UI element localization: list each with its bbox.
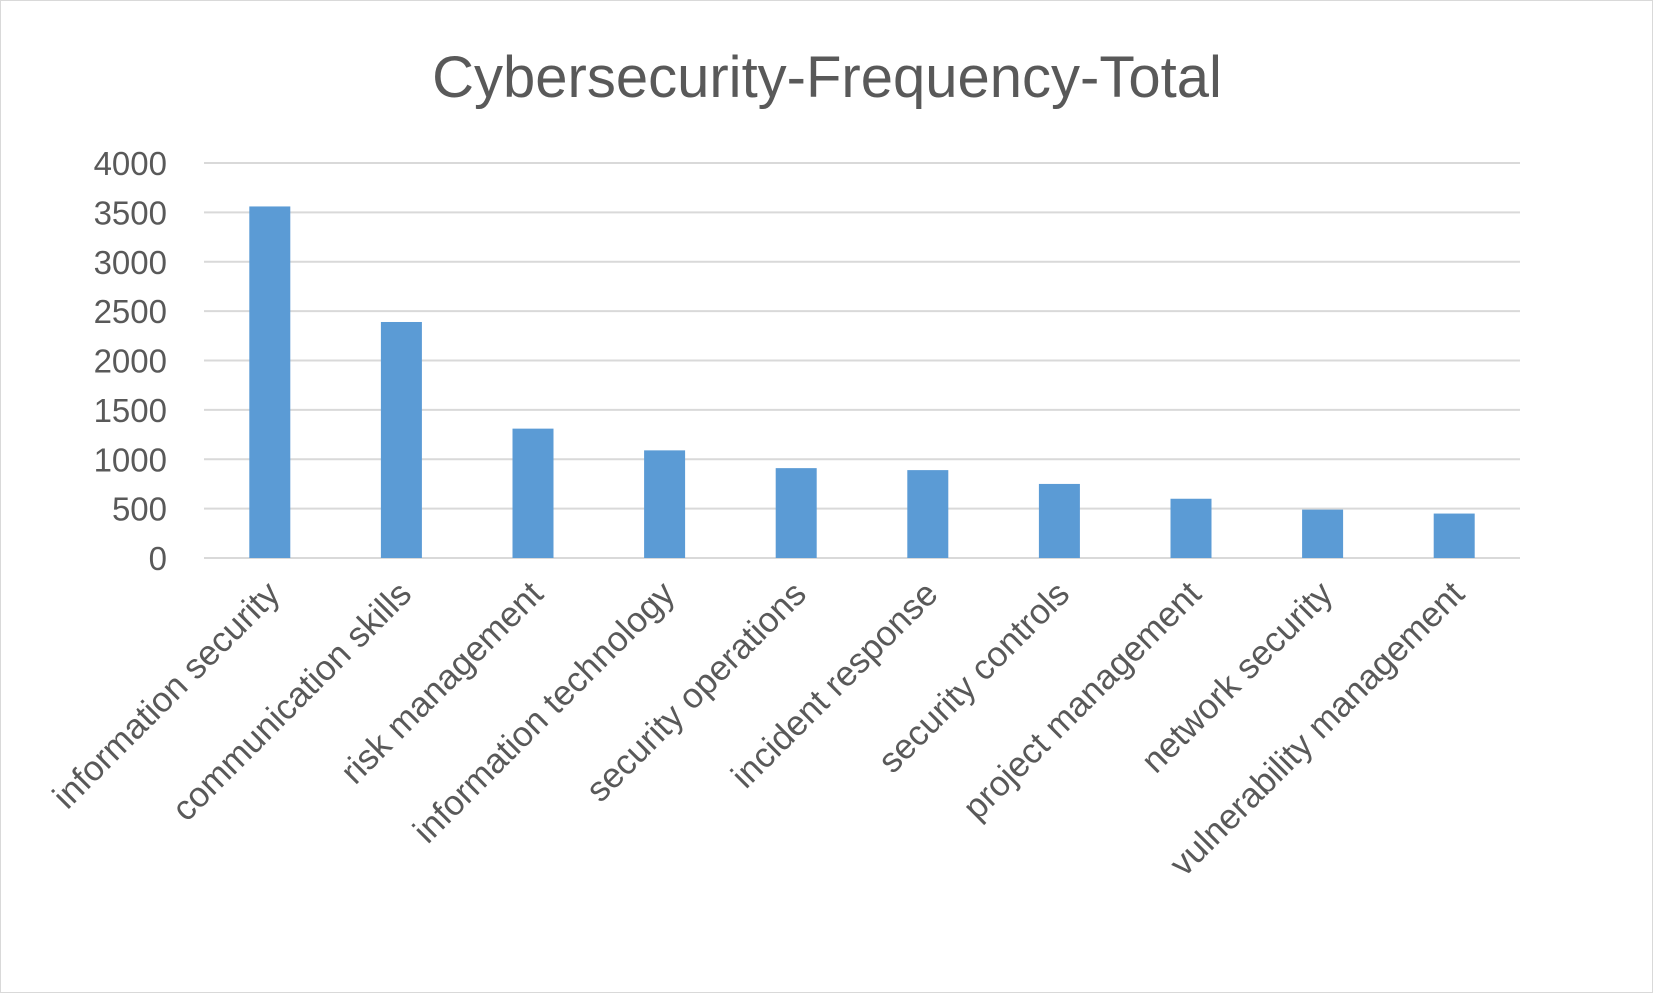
bar-network-security	[1302, 509, 1344, 558]
x-category-label: information technology	[406, 574, 683, 851]
bar-information-technology	[644, 450, 686, 558]
y-tick-label: 2500	[94, 293, 167, 330]
x-category-label: project management	[955, 574, 1208, 827]
gridlines	[204, 162, 1520, 559]
y-tick-label: 500	[112, 491, 167, 528]
x-category-label: communication skills	[165, 574, 420, 829]
bar-incident-response	[907, 470, 949, 558]
bar-risk-management	[512, 428, 554, 558]
bars	[249, 206, 1475, 558]
y-tick-label: 1000	[94, 441, 167, 478]
bar-security-controls	[1038, 483, 1080, 558]
bar-vulnerability-management	[1433, 513, 1475, 558]
x-category-label: security operations	[579, 574, 814, 809]
bar-security-operations	[775, 468, 817, 558]
y-tick-label: 3500	[94, 194, 167, 231]
y-tick-label: 1500	[94, 392, 167, 429]
y-axis-tick-labels: 0 500 1000 1500 2000 2500 3000 3500 4000	[94, 145, 167, 577]
y-tick-label: 4000	[94, 145, 167, 182]
y-tick-label: 0	[149, 540, 167, 577]
bar-information-security	[249, 206, 291, 558]
chart-title: Cybersecurity-Frequency-Total	[432, 45, 1222, 110]
x-category-label: information security	[45, 574, 288, 817]
bar-project-management	[1170, 498, 1212, 558]
y-tick-label: 2000	[94, 343, 167, 380]
bar-communication-skills	[380, 321, 422, 558]
y-tick-label: 3000	[94, 244, 167, 281]
